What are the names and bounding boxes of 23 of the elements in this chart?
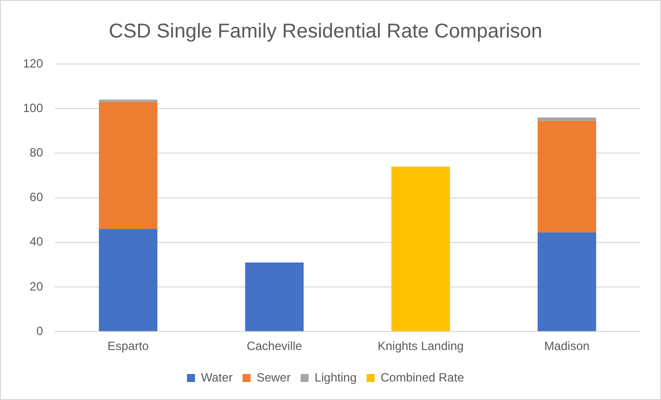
legend-label: Lighting (314, 370, 357, 384)
legend-label: Water (201, 370, 233, 384)
x-tick-label: Cacheville (246, 339, 302, 354)
bar (538, 232, 596, 332)
x-tick-label: Knights Landing (378, 339, 464, 354)
legend-label: Sewer (256, 370, 291, 384)
bar (391, 166, 450, 332)
chart-title: CSD Single Family Residential Rate Comparison (108, 20, 542, 43)
y-tick-label: 20 (30, 279, 44, 294)
y-tick-label: 0 (36, 324, 44, 338)
bar (245, 262, 304, 332)
bar (538, 120, 596, 232)
bar (98, 102, 158, 230)
y-tick-label: 40 (30, 234, 44, 249)
x-tick-label: Esparto (107, 339, 150, 354)
bar (538, 118, 596, 121)
bar (98, 229, 158, 332)
y-tick-label: 120 (22, 56, 44, 70)
y-tick-label: 60 (30, 190, 44, 204)
x-tick-label: Madison (544, 339, 590, 354)
legend-label: Combined Rate (380, 370, 464, 384)
y-tick-label: 100 (22, 100, 44, 115)
y-tick-label: 80 (30, 146, 44, 160)
